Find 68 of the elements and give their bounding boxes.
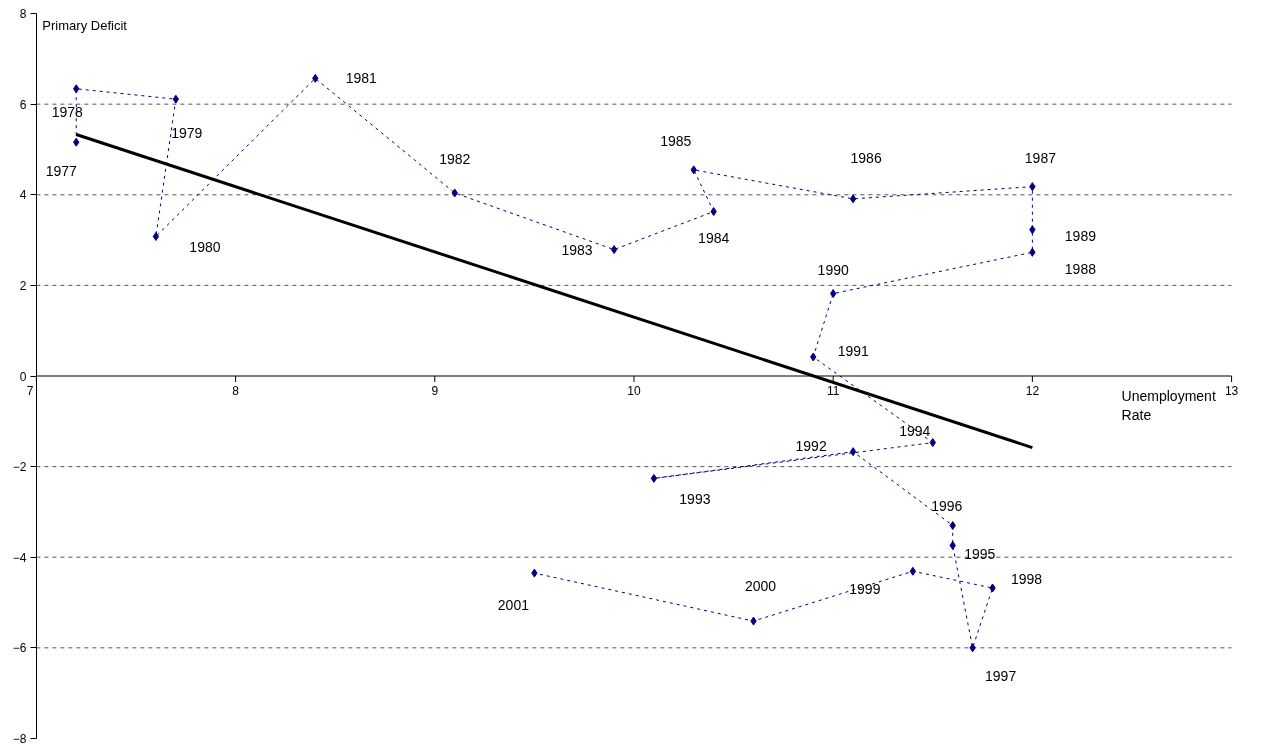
point (172, 94, 179, 104)
annotation: 1994 (899, 422, 931, 439)
x-tick-label: 12 (1025, 384, 1040, 398)
point (849, 194, 857, 204)
point (750, 616, 757, 626)
y-tick-label: −2 (12, 460, 27, 475)
annotation: 1985 (660, 132, 692, 149)
annotation: 1983 (561, 241, 593, 258)
annotation: 2000 (744, 578, 777, 595)
point (909, 566, 917, 576)
point (1029, 182, 1036, 192)
point (989, 583, 996, 593)
point (73, 84, 80, 94)
x-tick-label: 10 (627, 384, 641, 398)
annotation: 1998 (1010, 571, 1043, 588)
y-tick-label: 8 (19, 7, 27, 22)
annotation: 1990 (817, 261, 849, 278)
x-tick-label: 11 (826, 384, 840, 398)
annotation: 1988 (1064, 261, 1097, 278)
annotation: 1981 (345, 70, 378, 87)
point (1029, 247, 1036, 257)
annotation: 1995 (964, 546, 996, 563)
x-tick-label: 9 (431, 384, 439, 398)
annotation: 1986 (850, 149, 882, 166)
annotation: 2001 (497, 597, 530, 614)
point (1029, 225, 1036, 235)
y-tick-label: −6 (12, 641, 27, 656)
x-axis-title: Unemployment Rate (1121, 388, 1216, 424)
annotation: 1996 (931, 497, 963, 514)
point (710, 207, 717, 217)
point (650, 473, 658, 483)
point (949, 540, 956, 550)
annotation: 1992 (795, 437, 827, 454)
y-axis-title: Primary Deficit (42, 17, 128, 33)
annotation: 1993 (679, 491, 711, 508)
x-tick-label: 7 (26, 384, 34, 398)
x-tick-label: 13 (1224, 384, 1239, 398)
point (949, 521, 956, 531)
y-tick-label: 4 (19, 188, 27, 203)
annotation: 1999 (849, 581, 881, 598)
annotation: 1982 (439, 150, 471, 167)
point (929, 438, 936, 448)
y-tick-label: 0 (19, 369, 27, 384)
point (830, 289, 837, 299)
y-tick-label: −8 (12, 731, 27, 746)
y-tick-label: 2 (19, 278, 27, 293)
point (531, 568, 538, 578)
annotation: 1977 (45, 163, 78, 180)
annotation: 1987 (1024, 149, 1057, 166)
annotation: 1978 (51, 103, 84, 120)
annotation: 1979 (171, 125, 203, 142)
annotation: 1984 (698, 229, 730, 246)
point (152, 231, 160, 241)
annotation: 1989 (1064, 227, 1097, 244)
point (73, 137, 80, 147)
point (810, 352, 817, 362)
x-tick-label: 8 (232, 384, 240, 398)
point (451, 188, 458, 198)
point (969, 643, 976, 653)
point (610, 245, 618, 255)
annotation: 1991 (837, 342, 870, 359)
annotation: 1997 (985, 667, 1017, 684)
point (849, 447, 857, 457)
point (690, 165, 697, 175)
y-tick-label: 6 (19, 97, 27, 112)
annotation: 1980 (189, 239, 221, 256)
y-tick-label: −4 (12, 550, 27, 565)
point (312, 73, 319, 83)
